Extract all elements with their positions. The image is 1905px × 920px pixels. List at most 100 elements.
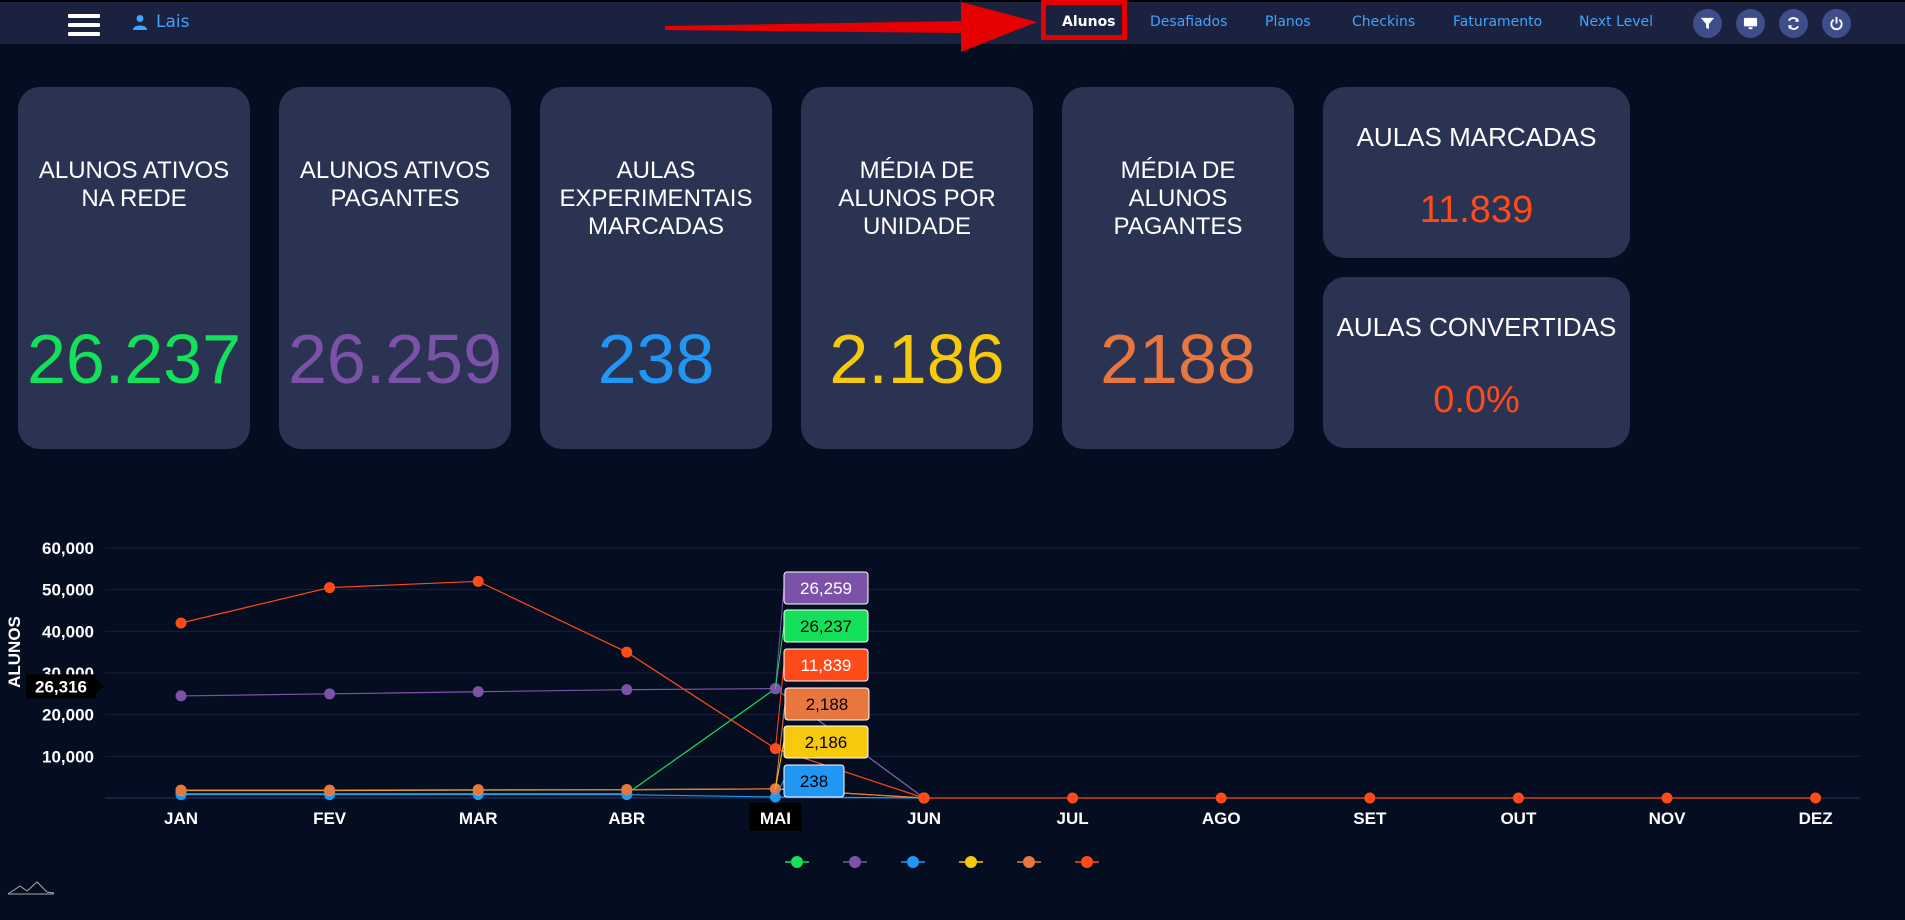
data-point <box>1661 792 1673 804</box>
y-tick-label: 10,000 <box>42 747 94 766</box>
tooltip-connector <box>774 663 785 749</box>
user-name: Lais <box>156 12 190 32</box>
legend-marker <box>907 856 919 868</box>
data-point <box>324 784 336 796</box>
data-point <box>324 582 336 594</box>
y-tick-label: 20,000 <box>42 706 94 725</box>
tooltip-box <box>783 764 845 798</box>
card-aulas-experimentais: AULAS EXPERIMENTAIS MARCADAS 238 <box>540 87 772 449</box>
card-value: 26.259 <box>287 320 503 398</box>
x-tick-label: JAN <box>164 809 198 828</box>
filter-button[interactable] <box>1693 9 1722 38</box>
tooltip-box <box>783 609 869 643</box>
power-button[interactable] <box>1822 9 1851 38</box>
tooltip-value: 2,186 <box>805 733 848 752</box>
nav-next-level[interactable]: Next Level <box>1579 14 1654 30</box>
chart-watermark-icon <box>7 881 55 895</box>
x-tick-label: JUL <box>1057 809 1089 828</box>
data-point <box>1810 792 1822 804</box>
data-point <box>1364 792 1376 804</box>
x-tick-label: AGO <box>1202 809 1241 828</box>
card-title: AULAS MARCADAS <box>1356 122 1597 152</box>
nav-planos[interactable]: Planos <box>1265 14 1311 30</box>
data-point <box>175 617 187 629</box>
x-tick-label: JUN <box>907 809 941 828</box>
tooltip-connector <box>774 702 786 789</box>
tooltip-box <box>783 571 869 605</box>
x-tick-label: MAR <box>459 809 498 828</box>
filter-icon <box>1700 17 1715 30</box>
data-point <box>175 784 187 796</box>
card-title: AULAS EXPERIMENTAIS MARCADAS <box>559 157 753 240</box>
nav-checkins[interactable]: Checkins <box>1352 14 1416 30</box>
card-title: AULAS CONVERTIDAS <box>1336 312 1617 342</box>
card-value: 2.186 <box>829 320 1005 398</box>
tooltip-box <box>783 648 869 682</box>
series-lines <box>180 580 1816 799</box>
card-value: 26.237 <box>26 320 242 398</box>
data-point <box>472 575 484 587</box>
data-point <box>1512 792 1524 804</box>
tooltip-value: 11,839 <box>801 656 852 675</box>
annotation-highlight-box <box>1041 0 1127 40</box>
tooltip-connector <box>774 586 785 689</box>
tooltip-connector <box>774 779 785 798</box>
data-point <box>472 784 484 796</box>
legend-marker <box>1081 856 1093 868</box>
user-menu[interactable]: Lais <box>132 12 189 32</box>
nav-alunos[interactable]: Alunos <box>1062 14 1116 30</box>
series-points <box>175 575 1822 804</box>
refresh-button[interactable] <box>1779 9 1808 38</box>
data-point <box>1215 792 1227 804</box>
annotation-arrow-icon <box>665 2 1037 52</box>
y-tick-label: 50,000 <box>42 581 94 600</box>
data-point <box>621 784 633 796</box>
card-aulas-convertidas: AULAS CONVERTIDAS 0.0% <box>1323 277 1630 448</box>
data-point <box>472 686 484 698</box>
hamburger-menu-icon[interactable] <box>68 14 100 36</box>
data-point <box>621 684 633 696</box>
card-alunos-ativos-pagantes: ALUNOS ATIVOS PAGANTES 26.259 <box>279 87 511 449</box>
data-point <box>175 690 187 702</box>
tooltip-value: 26,237 <box>800 617 852 636</box>
crosshair-value: 26,316 <box>35 677 87 696</box>
card-value: 2188 <box>1100 320 1256 398</box>
nav-faturamento[interactable]: Faturamento <box>1453 14 1543 30</box>
card-media-alunos-pagantes: MÉDIA DE ALUNOS PAGANTES 2188 <box>1062 87 1294 449</box>
crosshair-pointer <box>96 679 104 694</box>
tooltip-value: 26,259 <box>800 579 852 598</box>
tooltip-connector <box>774 740 785 789</box>
series-line <box>180 580 1816 799</box>
data-point <box>621 646 633 658</box>
legend-marker <box>965 856 977 868</box>
card-value: 0.0% <box>1433 379 1520 421</box>
crosshair-label: 26,316 <box>26 674 104 699</box>
y-axis-label: ALUNOS <box>5 616 24 688</box>
tooltip-box <box>784 687 870 721</box>
monitor-button[interactable] <box>1736 9 1765 38</box>
tooltip-value: 238 <box>800 772 828 791</box>
tooltip-value: 2,188 <box>806 695 849 714</box>
x-axis: JAN FEV MAR ABR MAI JUN JUL AGO SET OUT NOV DEZ <box>164 803 1833 831</box>
x-tick-label: MAI <box>760 809 791 828</box>
card-value: 11.839 <box>1419 189 1534 231</box>
card-alunos-ativos-rede: ALUNOS ATIVOS NA REDE 26.237 <box>18 87 250 449</box>
x-tick-label: ABR <box>608 809 645 828</box>
nav-desafiados[interactable]: Desafiados <box>1150 14 1228 30</box>
crosshair-box <box>26 674 96 699</box>
card-aulas-marcadas: AULAS MARCADAS 11.839 <box>1323 87 1630 258</box>
top-navbar: Lais Alunos Desafiados Planos Checkins F… <box>0 0 1905 44</box>
x-tick-label: OUT <box>1500 809 1537 828</box>
refresh-icon <box>1787 17 1800 30</box>
card-title: MÉDIA DE ALUNOS PAGANTES <box>1113 157 1243 240</box>
x-tick-label: NOV <box>1649 809 1687 828</box>
x-tick-label: FEV <box>313 809 347 828</box>
power-icon <box>1830 16 1843 31</box>
x-tick-label: DEZ <box>1799 809 1833 828</box>
legend-marker <box>1023 856 1035 868</box>
x-tick-label: SET <box>1353 809 1387 828</box>
monitor-icon <box>1743 17 1758 30</box>
card-value: 238 <box>597 320 715 398</box>
chart-legend <box>785 856 1099 868</box>
